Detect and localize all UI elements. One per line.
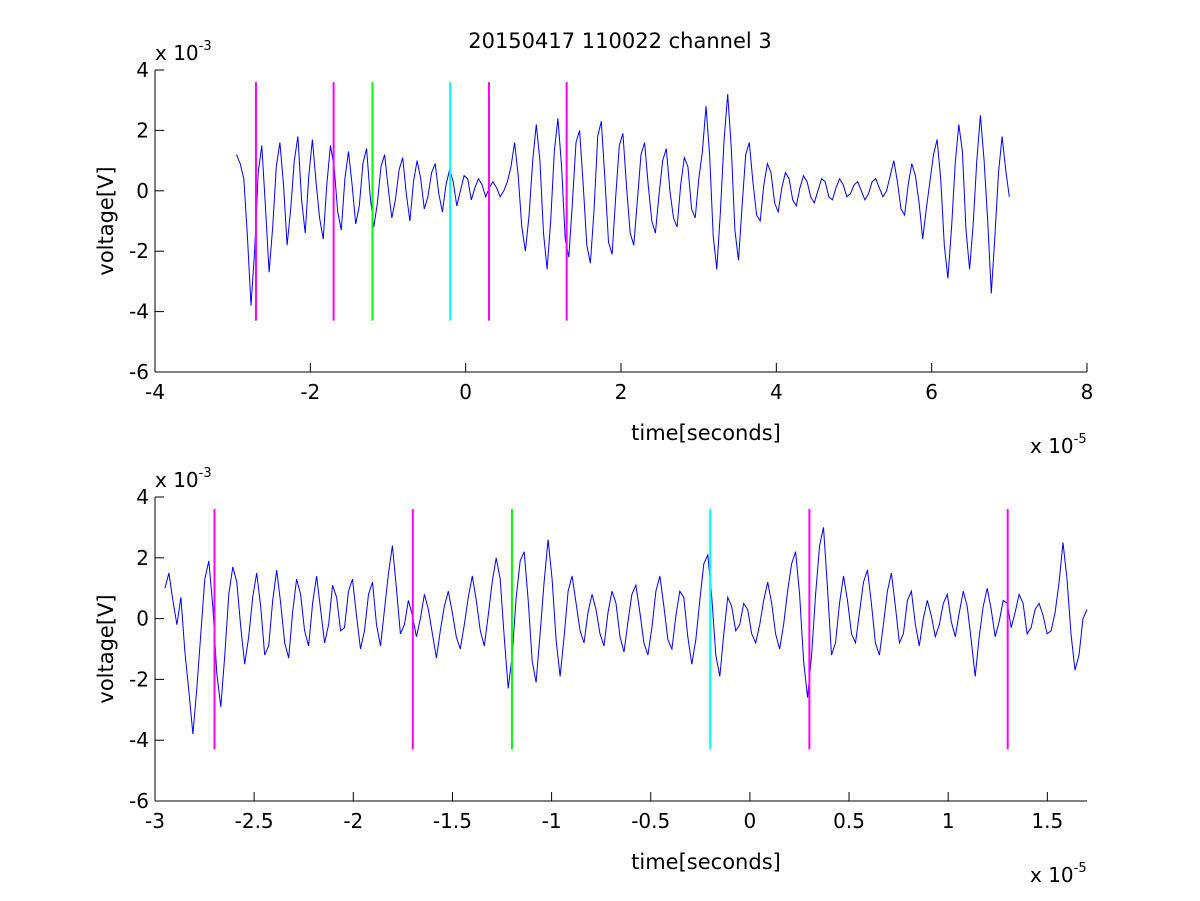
top-x-tick-label: 0 [459,380,472,404]
bottom-x-tick-label: -0.5 [631,809,670,833]
top-signal-line [236,94,1010,306]
top-y-axis-label: voltage[V] [94,166,118,275]
bottom-y-tick-label: 4 [136,485,149,509]
top-x-tick-label: 6 [925,380,938,404]
bottom-y-exponent-power: -3 [199,466,212,481]
bottom-x-tick-label: -2 [343,809,363,833]
top-y-tick-label: -2 [129,239,149,263]
top-x-tick-label: 4 [770,380,783,404]
figure-title: 20150417 110022 channel 3 [468,29,772,53]
bottom-y-tick-label: -4 [129,728,149,752]
bottom-y-tick-label: 2 [136,546,149,570]
bottom-x-tick-label: 1.5 [1031,809,1063,833]
top-y-exponent-power: -3 [199,39,212,54]
top-y-tick-label: -6 [129,360,149,384]
top-y-tick-label: 4 [136,58,149,82]
top-x-tick-label: -4 [145,380,165,404]
bottom-x-axis-label: time[seconds] [631,850,781,874]
bottom-x-exponent-power: -5 [1074,861,1087,876]
bottom-x-tick-label: 0.5 [833,809,865,833]
top-x-exponent-power: -5 [1074,432,1087,447]
bottom-x-tick-label: -1.5 [433,809,472,833]
top-plot: -4 -2 0 2 4 6 8-6-4-2024time[seconds]voltage[V… [94,39,1093,458]
top-x-axis-label: time[seconds] [631,421,781,445]
bottom-x-tick-label: 1 [942,809,955,833]
bottom-x-tick-label: 0 [744,809,757,833]
bottom-y-tick-label: -2 [129,667,149,691]
bottom-x-tick-label: -1 [542,809,562,833]
top-x-tick-label: 2 [615,380,628,404]
bottom-y-tick-label: 0 [136,607,149,631]
top-y-tick-label: -4 [129,300,149,324]
top-y-tick-label: 2 [136,118,149,142]
top-y-tick-label: 0 [136,179,149,203]
bottom-y-axis-label: voltage[V] [94,594,118,703]
top-x-tick-label: 8 [1081,380,1094,404]
bottom-x-tick-label: -2.5 [235,809,274,833]
top-x-tick-label: -2 [300,380,320,404]
bottom-signal-line [164,527,1088,735]
bottom-x-tick-label: -3 [145,809,165,833]
bottom-y-tick-label: -6 [129,789,149,813]
